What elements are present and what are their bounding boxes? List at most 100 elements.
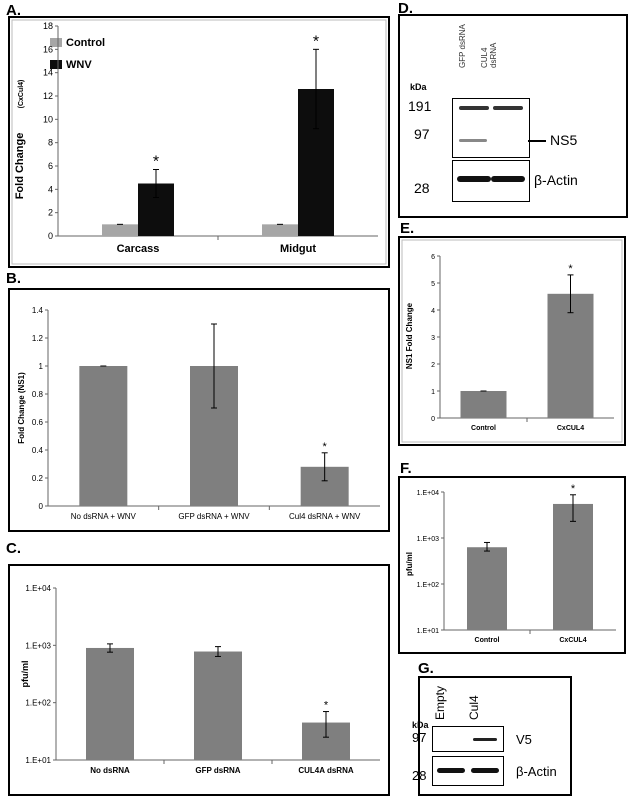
blot-g-marker-28: 28 (412, 768, 427, 783)
bar (467, 547, 507, 630)
chart-a-ylabel-sub: (CxCul4) (18, 80, 25, 109)
chart-a-legend: Control WNV (50, 37, 105, 71)
panel-label-c: C. (6, 540, 21, 557)
y-tick-label: 1.E+04 (25, 584, 51, 593)
x-category-label: CUL4A dsRNA (298, 766, 353, 775)
blot-d-ns5-tick (528, 140, 546, 142)
y-tick-label: 5 (431, 281, 435, 288)
panel-label-a: A. (6, 2, 21, 19)
x-category-label: GFP dsRNA (195, 766, 240, 775)
y-tick-label: 16 (43, 44, 53, 54)
y-tick-label: 0 (48, 231, 53, 241)
x-category-label: No dsRNA (90, 766, 130, 775)
x-category-label: GFP dsRNA + WNV (178, 512, 250, 521)
chart-f-ylabel: pfu/ml (405, 552, 414, 576)
x-category-label: Control (475, 637, 500, 644)
blot-d-kda-label: kDa (410, 82, 427, 92)
y-tick-label: 1.4 (32, 306, 44, 315)
blot-g-v5-panel (432, 726, 504, 752)
y-tick-label: 0 (39, 502, 44, 511)
chart-b-ylabel: Fold Change (NS1) (17, 372, 26, 444)
legend-label-wnv: WNV (66, 59, 92, 71)
y-tick-label: 0.8 (32, 390, 44, 399)
blot-g-kda-label: kDa (412, 720, 429, 730)
x-category-label: CxCUL4 (559, 637, 586, 644)
y-tick-label: 10 (43, 114, 53, 124)
blot-d-band-actin-lane1 (457, 176, 491, 182)
chart-f: pfu/ml 1.E+01 1.E+02 1.E+03 1.E+04 Control Cx… (398, 476, 626, 654)
y-tick-label: 18 (43, 21, 53, 31)
bar (553, 503, 593, 630)
blot-d-band-191-lane1 (459, 106, 489, 110)
blot-d-ns5-panel (452, 98, 530, 158)
blot-d-band-ns5 (459, 139, 487, 142)
y-tick-label: 14 (43, 68, 53, 78)
legend-label-control: Control (66, 37, 105, 49)
y-tick-label: 0.6 (32, 418, 44, 427)
blot-d-marker-97: 97 (414, 126, 430, 142)
bar (86, 647, 134, 760)
panel-label-f: F. (400, 460, 412, 477)
significance-marker: * (313, 33, 319, 50)
blot-d-marker-191: 191 (408, 98, 432, 114)
x-category-label: No dsRNA + WNV (71, 512, 137, 521)
bar-control (102, 224, 138, 236)
blot-g-actin-label: β-Actin (516, 764, 557, 779)
blot-d-band-191-lane2 (493, 106, 523, 110)
significance-marker: * (323, 441, 328, 453)
y-tick-label: 12 (43, 91, 53, 101)
blot-d-ns5-label: NS5 (550, 132, 578, 148)
significance-marker: * (571, 483, 576, 495)
bar (547, 293, 594, 418)
chart-c-ylabel: pfu/ml (20, 661, 30, 688)
y-tick-label: 0 (431, 416, 435, 423)
western-blot-d: GFP dsRNA CUL4 dsRNA kDa 191 97 28 NS5 β… (398, 14, 628, 218)
chart-e-ylabel: NS1 Fold Change (405, 302, 414, 369)
y-tick-label: 1.E+04 (417, 490, 439, 497)
y-tick-label: 1.2 (32, 334, 44, 343)
legend-swatch-wnv (50, 60, 62, 69)
y-tick-label: 1.E+01 (25, 756, 51, 765)
significance-marker: * (153, 154, 159, 171)
significance-marker: * (568, 263, 573, 275)
blot-d-lane-label-cul4: CUL4 dsRNA (480, 42, 498, 68)
y-tick-label: 1.E+03 (417, 536, 439, 543)
y-tick-label: 1 (431, 389, 435, 396)
chart-a: Fold Change (CxCul4) Control WNV 0 2 4 6 8 10… (8, 16, 390, 268)
blot-g-lane-label-empty: Empty (433, 685, 447, 720)
x-category-label: Carcass (117, 243, 160, 255)
panel-label-b: B. (6, 270, 21, 287)
legend-swatch-control (50, 38, 62, 47)
blot-g-band-actin-lane2 (471, 768, 499, 773)
y-tick-label: 1.E+01 (417, 628, 439, 635)
blot-d-actin-panel (452, 160, 530, 202)
y-tick-label: 4 (48, 184, 53, 194)
y-tick-label: 2 (431, 362, 435, 369)
y-tick-label: 3 (431, 335, 435, 342)
panel-label-d: D. (398, 0, 413, 17)
bar (194, 651, 242, 760)
bar (79, 366, 128, 506)
blot-d-band-actin-lane2 (491, 176, 525, 182)
y-tick-label: 4 (431, 308, 435, 315)
blot-g-marker-97: 97 (412, 730, 427, 745)
significance-marker: * (324, 700, 329, 712)
x-category-label: Control (471, 425, 496, 432)
panel-label-e: E. (400, 220, 415, 237)
blot-g-actin-panel (432, 756, 504, 786)
x-category-label: Cul4 dsRNA + WNV (289, 512, 361, 521)
blot-g-band-actin-lane1 (437, 768, 465, 773)
chart-a-ylabel: Fold Change (14, 133, 26, 200)
y-tick-label: 0.4 (32, 446, 44, 455)
y-tick-label: 1.E+02 (25, 699, 51, 708)
chart-a-inner-frame (11, 19, 387, 265)
x-category-label: CxCUL4 (557, 425, 584, 432)
chart-c: pfu/ml 1.E+01 1.E+02 1.E+03 1.E+04 No dsRNA G… (8, 564, 390, 796)
blot-g-band-v5 (473, 738, 497, 741)
blot-d-actin-label: β-Actin (534, 172, 578, 188)
y-tick-label: 0.2 (32, 474, 44, 483)
blot-g-lane-label-cul4: Cul4 (467, 695, 481, 720)
blot-d-marker-28: 28 (414, 180, 430, 196)
chart-e-inner-frame (401, 239, 623, 443)
blot-g-v5-label: V5 (516, 732, 532, 747)
